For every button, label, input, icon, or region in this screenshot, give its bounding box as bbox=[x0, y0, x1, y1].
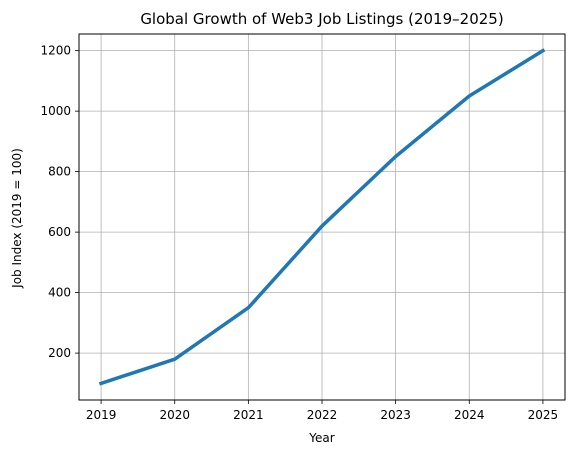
x-tick-label: 2022 bbox=[307, 408, 338, 422]
chart-title: Global Growth of Web3 Job Listings (2019… bbox=[140, 10, 503, 28]
y-tick-label: 200 bbox=[48, 346, 71, 360]
x-tick-label: 2019 bbox=[86, 408, 117, 422]
y-tick-label: 1000 bbox=[40, 104, 71, 118]
x-axis: 2019 2020 2021 2022 2023 2024 2025 bbox=[86, 400, 558, 422]
y-tick-label: 1200 bbox=[40, 44, 71, 58]
y-axis: 200 400 600 800 1000 1200 bbox=[40, 44, 79, 360]
series-layer bbox=[98, 48, 546, 386]
x-tick-label: 2025 bbox=[528, 408, 559, 422]
x-tick-label: 2020 bbox=[159, 408, 190, 422]
x-tick-label: 2021 bbox=[233, 408, 264, 422]
y-tick-label: 800 bbox=[48, 165, 71, 179]
y-axis-label: Job Index (2019 = 100) bbox=[10, 148, 24, 289]
x-tick-label: 2024 bbox=[454, 408, 485, 422]
x-tick-label: 2023 bbox=[380, 408, 411, 422]
x-axis-label: Year bbox=[308, 431, 334, 445]
y-tick-label: 600 bbox=[48, 225, 71, 239]
y-tick-label: 400 bbox=[48, 286, 71, 300]
